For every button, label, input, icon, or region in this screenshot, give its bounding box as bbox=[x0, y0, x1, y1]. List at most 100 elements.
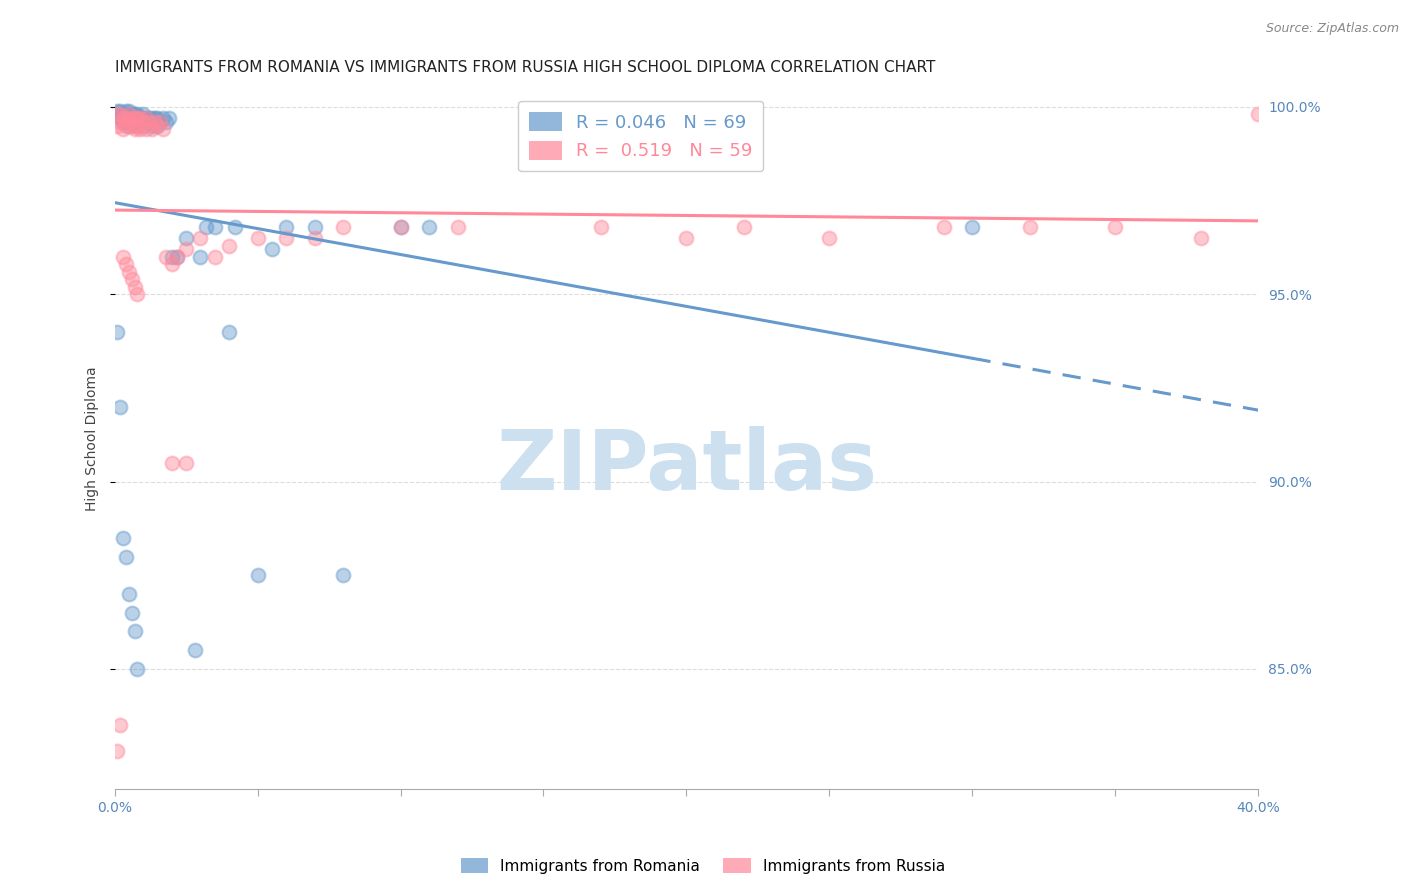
Point bbox=[1189, 231, 1212, 245]
Point bbox=[127, 112, 149, 126]
Point bbox=[127, 662, 149, 676]
Point bbox=[118, 107, 141, 121]
Point bbox=[818, 231, 841, 245]
Point bbox=[124, 107, 146, 121]
Point bbox=[675, 231, 697, 245]
Point bbox=[135, 115, 157, 129]
Point bbox=[124, 112, 146, 126]
Point bbox=[183, 643, 205, 657]
Point bbox=[110, 718, 132, 732]
Point bbox=[124, 624, 146, 639]
Point bbox=[304, 219, 326, 234]
Point bbox=[118, 119, 141, 133]
Point bbox=[110, 115, 132, 129]
Point bbox=[190, 231, 212, 245]
Point bbox=[135, 112, 157, 126]
Point bbox=[115, 112, 138, 126]
Point bbox=[112, 112, 135, 126]
Point bbox=[246, 568, 269, 582]
Point bbox=[127, 119, 149, 133]
Point bbox=[204, 250, 226, 264]
Point bbox=[932, 219, 955, 234]
Point bbox=[190, 250, 212, 264]
Point bbox=[149, 115, 172, 129]
Point bbox=[157, 112, 180, 126]
Point bbox=[218, 325, 240, 339]
Point bbox=[332, 568, 354, 582]
Point bbox=[129, 115, 152, 129]
Point bbox=[174, 243, 197, 257]
Point bbox=[138, 112, 160, 126]
Point bbox=[132, 115, 155, 129]
Point bbox=[118, 115, 141, 129]
Point bbox=[118, 107, 141, 121]
Point bbox=[155, 115, 177, 129]
Point bbox=[146, 119, 169, 133]
Point bbox=[121, 112, 143, 126]
Point bbox=[112, 531, 135, 545]
Text: Source: ZipAtlas.com: Source: ZipAtlas.com bbox=[1265, 22, 1399, 36]
Point bbox=[204, 219, 226, 234]
Text: IMMIGRANTS FROM ROMANIA VS IMMIGRANTS FROM RUSSIA HIGH SCHOOL DIPLOMA CORRELATIO: IMMIGRANTS FROM ROMANIA VS IMMIGRANTS FR… bbox=[114, 60, 935, 75]
Point bbox=[304, 231, 326, 245]
Y-axis label: High School Diploma: High School Diploma bbox=[86, 367, 100, 511]
Legend: R = 0.046   N = 69, R =  0.519   N = 59: R = 0.046 N = 69, R = 0.519 N = 59 bbox=[519, 101, 763, 171]
Point bbox=[124, 115, 146, 129]
Point bbox=[115, 549, 138, 564]
Point bbox=[389, 219, 412, 234]
Point bbox=[166, 250, 188, 264]
Point bbox=[138, 115, 160, 129]
Point bbox=[160, 250, 183, 264]
Point bbox=[118, 103, 141, 118]
Point bbox=[129, 112, 152, 126]
Point bbox=[112, 115, 135, 129]
Point bbox=[149, 115, 172, 129]
Point bbox=[115, 257, 138, 271]
Point bbox=[138, 115, 160, 129]
Point bbox=[174, 231, 197, 245]
Legend: Immigrants from Romania, Immigrants from Russia: Immigrants from Romania, Immigrants from… bbox=[454, 852, 952, 880]
Point bbox=[121, 606, 143, 620]
Point bbox=[121, 119, 143, 133]
Point bbox=[332, 219, 354, 234]
Point bbox=[1104, 219, 1126, 234]
Point bbox=[115, 119, 138, 133]
Point bbox=[112, 107, 135, 121]
Point bbox=[276, 219, 298, 234]
Point bbox=[121, 112, 143, 126]
Point bbox=[1018, 219, 1040, 234]
Point bbox=[589, 219, 612, 234]
Point bbox=[112, 112, 135, 126]
Point bbox=[124, 112, 146, 126]
Point bbox=[143, 115, 166, 129]
Point bbox=[107, 103, 129, 118]
Point bbox=[127, 119, 149, 133]
Point bbox=[118, 587, 141, 601]
Point bbox=[115, 112, 138, 126]
Point bbox=[132, 112, 155, 126]
Point bbox=[152, 112, 174, 126]
Point bbox=[260, 243, 283, 257]
Point bbox=[110, 107, 132, 121]
Point bbox=[107, 107, 129, 121]
Text: ZIPatlas: ZIPatlas bbox=[496, 426, 877, 507]
Point bbox=[152, 122, 174, 136]
Point bbox=[124, 280, 146, 294]
Point bbox=[141, 112, 163, 126]
Point bbox=[127, 287, 149, 301]
Point bbox=[135, 122, 157, 136]
Point bbox=[146, 119, 169, 133]
Point bbox=[143, 115, 166, 129]
Point bbox=[132, 119, 155, 133]
Point bbox=[141, 122, 163, 136]
Point bbox=[174, 456, 197, 470]
Point bbox=[166, 250, 188, 264]
Point bbox=[110, 107, 132, 121]
Point bbox=[115, 103, 138, 118]
Point bbox=[107, 107, 129, 121]
Point bbox=[124, 122, 146, 136]
Point bbox=[112, 122, 135, 136]
Point bbox=[121, 115, 143, 129]
Point bbox=[195, 219, 218, 234]
Point bbox=[155, 250, 177, 264]
